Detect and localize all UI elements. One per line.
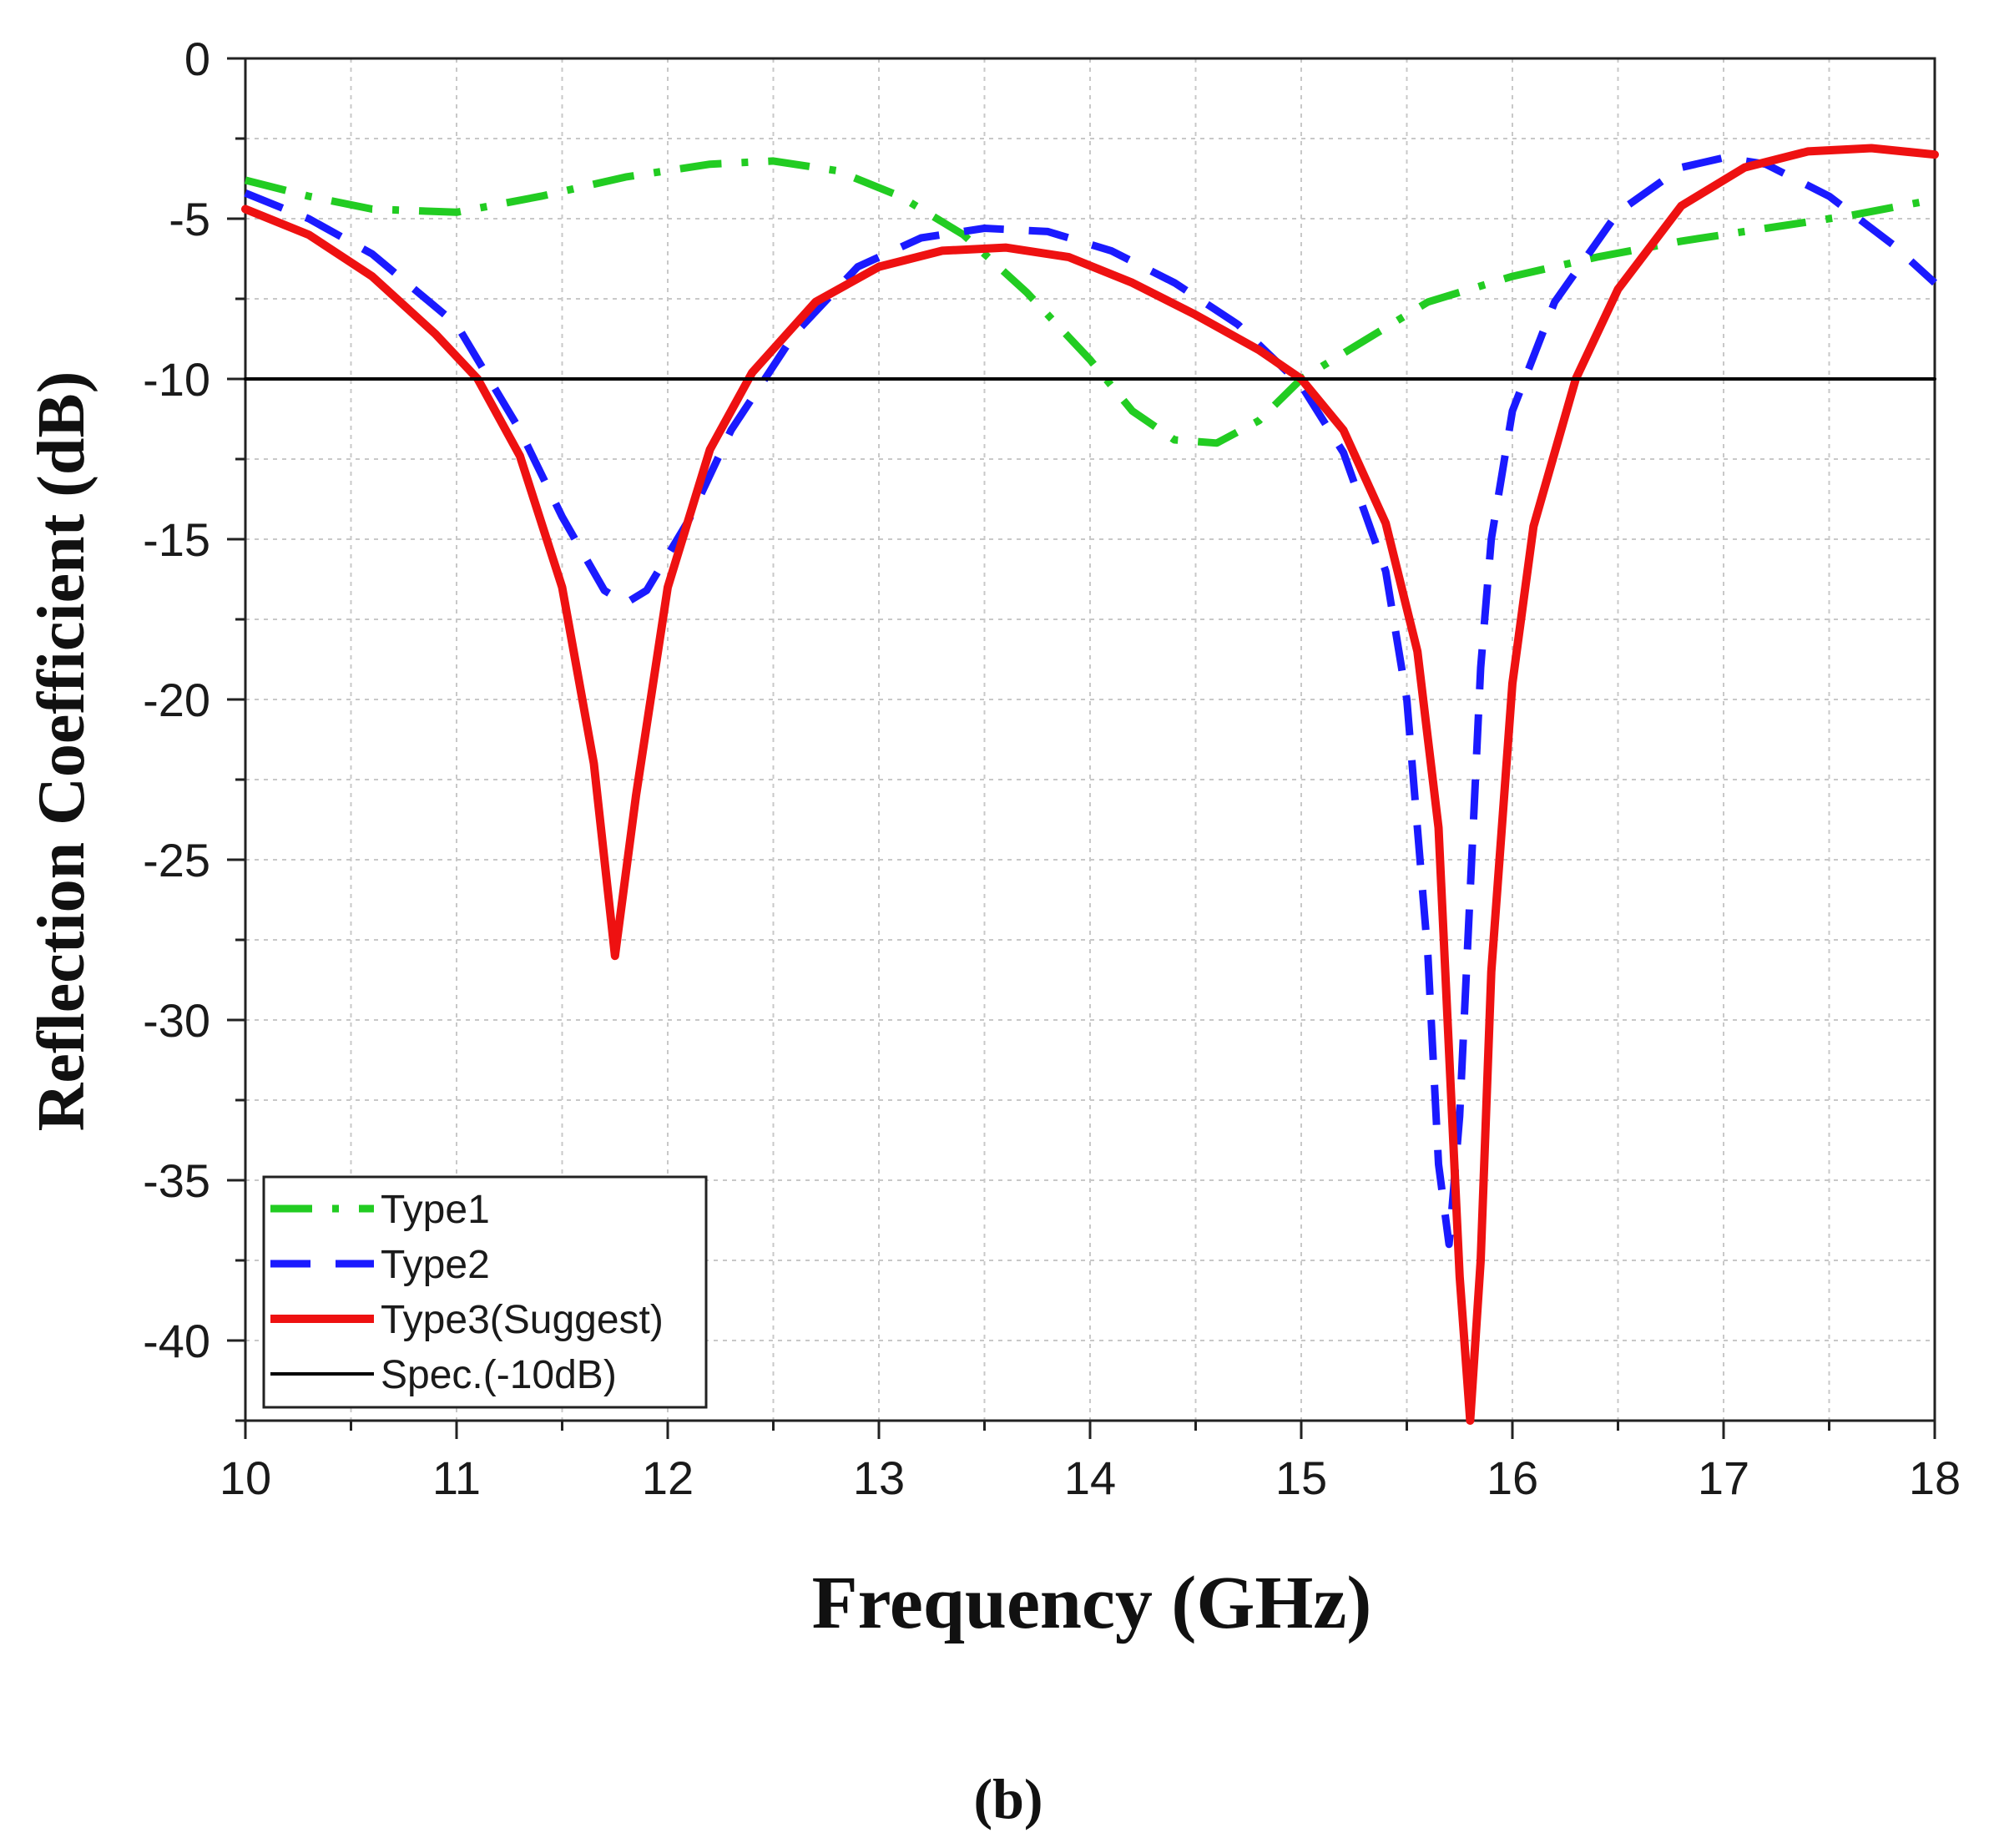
x-tick-label: 16 bbox=[1487, 1452, 1538, 1504]
series-line-type2 bbox=[244, 154, 1938, 1249]
panel-label: (b) bbox=[973, 1767, 1042, 1830]
legend-label: Type3(Suggest) bbox=[381, 1298, 664, 1342]
legend-label: Spec.(-10dB) bbox=[381, 1353, 617, 1397]
legend-box bbox=[262, 1175, 708, 1409]
x-tick-label: 14 bbox=[1064, 1452, 1116, 1504]
y-tick-label: 0 bbox=[184, 33, 210, 85]
y-tick-label: -40 bbox=[143, 1315, 210, 1367]
legend: Type1 Type2 Type3(Suggest) Spec.(-10dB) bbox=[262, 1175, 708, 1409]
y-tick-label: -5 bbox=[169, 193, 210, 245]
y-tick-label: -10 bbox=[143, 353, 210, 406]
y-tick-label: -20 bbox=[143, 674, 210, 726]
x-tick-label: 17 bbox=[1698, 1452, 1749, 1504]
x-tick-label: 11 bbox=[432, 1452, 481, 1504]
x-tick-label: 10 bbox=[220, 1452, 271, 1504]
series-lines bbox=[241, 144, 1939, 1425]
y-tick-label: -15 bbox=[143, 513, 210, 566]
y-axis-title: Reflection Coefficient (dB) bbox=[25, 371, 98, 1132]
y-tick-label: -35 bbox=[143, 1154, 210, 1207]
tick-labels: 10 11 12 13 14 15 16 17 18 0 -5 -10 -15 -20 -25 -30 -35 -… bbox=[143, 33, 1961, 1504]
series-line-type3-suggest bbox=[241, 144, 1939, 1425]
x-tick-label: 18 bbox=[1909, 1452, 1961, 1504]
x-tick-label: 15 bbox=[1275, 1452, 1327, 1504]
tick-marks bbox=[227, 57, 1936, 1439]
x-tick-label: 13 bbox=[853, 1452, 905, 1504]
x-axis-title: Frequency (GHz) bbox=[812, 1562, 1372, 1644]
y-tick-label: -30 bbox=[143, 994, 210, 1047]
legend-label: Type2 bbox=[381, 1243, 490, 1287]
y-tick-label: -25 bbox=[143, 834, 210, 886]
x-tick-label: 12 bbox=[642, 1452, 694, 1504]
legend-label: Type1 bbox=[381, 1188, 490, 1232]
